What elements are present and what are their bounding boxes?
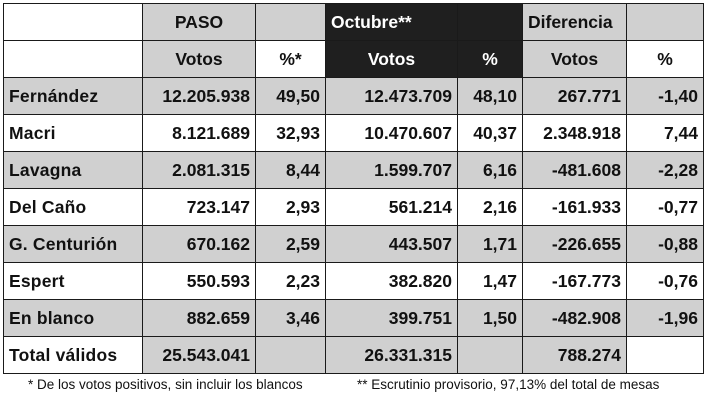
oct-votes: 399.751 (325, 299, 458, 337)
oct-pct: 2,16 (457, 188, 523, 226)
oct-votes: 443.507 (325, 225, 458, 263)
header-paso: PASO (142, 3, 256, 41)
header-row-groups: PASO Octubre** Diferencia (3, 3, 704, 41)
candidate-name: Espert (3, 262, 143, 300)
total-oct-votes: 26.331.315 (325, 336, 458, 374)
oct-pct: 40,37 (457, 114, 523, 152)
paso-votes: 12.205.938 (142, 77, 256, 115)
header-name-cell (3, 40, 143, 78)
candidate-name: Lavagna (3, 151, 143, 189)
header-diferencia: Diferencia (522, 3, 627, 41)
header-votos-octubre: Votos (325, 40, 458, 78)
header-votos-paso: Votos (142, 40, 256, 78)
total-oct-pct-empty (457, 336, 523, 374)
dif-pct: -0,88 (626, 225, 704, 263)
oct-votes: 1.599.707 (325, 151, 458, 189)
footnote-positive-votes: * De los votos positivos, sin incluir lo… (28, 377, 303, 392)
paso-votes: 550.593 (142, 262, 256, 300)
paso-pct: 8,44 (255, 151, 326, 189)
dif-votes: 267.771 (522, 77, 627, 115)
total-dif-pct-empty (626, 336, 704, 374)
paso-votes: 670.162 (142, 225, 256, 263)
oct-votes: 12.473.709 (325, 77, 458, 115)
oct-pct: 48,10 (457, 77, 523, 115)
footnote-provisional-count: ** Escrutinio provisorio, 97,13% del tot… (357, 377, 660, 392)
header-octubre: Octubre** (325, 3, 458, 41)
dif-pct: -2,28 (626, 151, 704, 189)
table-row: En blanco 882.659 3,46 399.751 1,50 -482… (3, 299, 704, 337)
election-results-table: PASO Octubre** Diferencia Votos %* Votos… (3, 3, 704, 374)
dif-pct: -1,96 (626, 299, 704, 337)
paso-pct: 32,93 (255, 114, 326, 152)
header-pct-diferencia: % (626, 40, 704, 78)
dif-pct: -1,40 (626, 77, 704, 115)
header-votos-diferencia: Votos (522, 40, 627, 78)
header-pct-paso: %* (255, 40, 326, 78)
header-row-columns: Votos %* Votos % Votos % (3, 40, 704, 78)
paso-votes: 8.121.689 (142, 114, 256, 152)
oct-votes: 10.470.607 (325, 114, 458, 152)
dif-pct: 7,44 (626, 114, 704, 152)
total-paso-votes: 25.543.041 (142, 336, 256, 374)
dif-votes: -226.655 (522, 225, 627, 263)
header-paso-spacer (255, 3, 326, 41)
table-row: Del Caño 723.147 2,93 561.214 2,16 -161.… (3, 188, 704, 226)
dif-pct: -0,77 (626, 188, 704, 226)
candidate-name: Fernández (3, 77, 143, 115)
paso-pct: 49,50 (255, 77, 326, 115)
paso-pct: 3,46 (255, 299, 326, 337)
oct-votes: 561.214 (325, 188, 458, 226)
header-pct-octubre: % (457, 40, 523, 78)
paso-votes: 2.081.315 (142, 151, 256, 189)
dif-votes: -482.908 (522, 299, 627, 337)
header-diferencia-spacer (626, 3, 704, 41)
table-row: Macri 8.121.689 32,93 10.470.607 40,37 2… (3, 114, 704, 152)
table-row: Fernández 12.205.938 49,50 12.473.709 48… (3, 77, 704, 115)
total-paso-pct-empty (255, 336, 326, 374)
paso-pct: 2,23 (255, 262, 326, 300)
candidate-name: Del Caño (3, 188, 143, 226)
total-dif-votes: 788.274 (522, 336, 627, 374)
candidate-name: En blanco (3, 299, 143, 337)
paso-pct: 2,59 (255, 225, 326, 263)
candidate-name: Macri (3, 114, 143, 152)
paso-pct: 2,93 (255, 188, 326, 226)
total-row: Total válidos 25.543.041 26.331.315 788.… (3, 336, 704, 374)
dif-pct: -0,76 (626, 262, 704, 300)
oct-pct: 1,50 (457, 299, 523, 337)
oct-pct: 6,16 (457, 151, 523, 189)
paso-votes: 882.659 (142, 299, 256, 337)
dif-votes: 2.348.918 (522, 114, 627, 152)
table-row: Espert 550.593 2,23 382.820 1,47 -167.77… (3, 262, 704, 300)
header-corner-cell (3, 3, 143, 41)
table-row: Lavagna 2.081.315 8,44 1.599.707 6,16 -4… (3, 151, 704, 189)
dif-votes: -167.773 (522, 262, 627, 300)
candidate-name: G. Centurión (3, 225, 143, 263)
table-row: G. Centurión 670.162 2,59 443.507 1,71 -… (3, 225, 704, 263)
oct-pct: 1,47 (457, 262, 523, 300)
dif-votes: -481.608 (522, 151, 627, 189)
dif-votes: -161.933 (522, 188, 627, 226)
oct-pct: 1,71 (457, 225, 523, 263)
oct-votes: 382.820 (325, 262, 458, 300)
paso-votes: 723.147 (142, 188, 256, 226)
total-label: Total válidos (3, 336, 143, 374)
header-octubre-spacer (457, 3, 523, 41)
